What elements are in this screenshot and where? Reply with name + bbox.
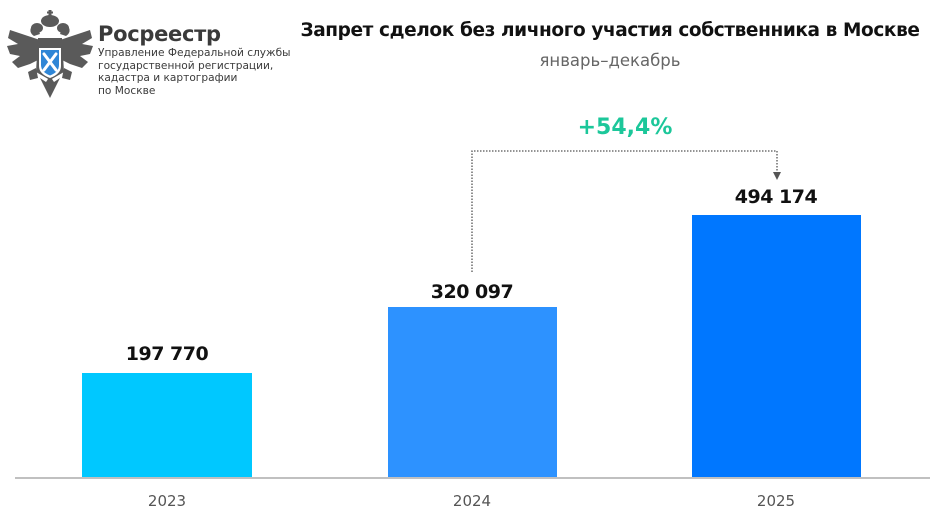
x-axis-line: [15, 477, 930, 479]
x-tick-label-2025: 2025: [756, 492, 796, 510]
bar-value-label-2024: 320 097: [430, 281, 514, 303]
brand-subtitle: Управление Федеральной службы государств…: [98, 47, 291, 97]
bar-value-label-2025: 494 174: [734, 186, 818, 208]
brand-subtitle-line: государственной регистрации,: [98, 59, 274, 72]
brand-subtitle-line: кадастра и картографии: [98, 72, 238, 84]
chart-subtitle: январь–декабрь: [539, 51, 681, 70]
growth-annotation: +54,4%: [577, 115, 673, 140]
bar-value-label-2023: 197 770: [125, 343, 209, 365]
brand-name: Росреестр: [98, 22, 221, 46]
brand-subtitle-line: Управление Федеральной службы: [98, 47, 291, 59]
x-tick-label-2023: 2023: [147, 492, 187, 510]
bar-2023: [82, 373, 252, 478]
x-tick-label-2024: 2024: [452, 492, 492, 510]
brand-subtitle-line: по Москве: [98, 84, 156, 97]
brand-block: Росреестр Управление Федеральной службы …: [98, 22, 291, 97]
rosreestr-emblem-icon: [7, 10, 93, 98]
bar-2024: [388, 307, 557, 478]
bar-2025: [692, 215, 861, 478]
chart-title: Запрет сделок без личного участия собств…: [300, 20, 920, 41]
